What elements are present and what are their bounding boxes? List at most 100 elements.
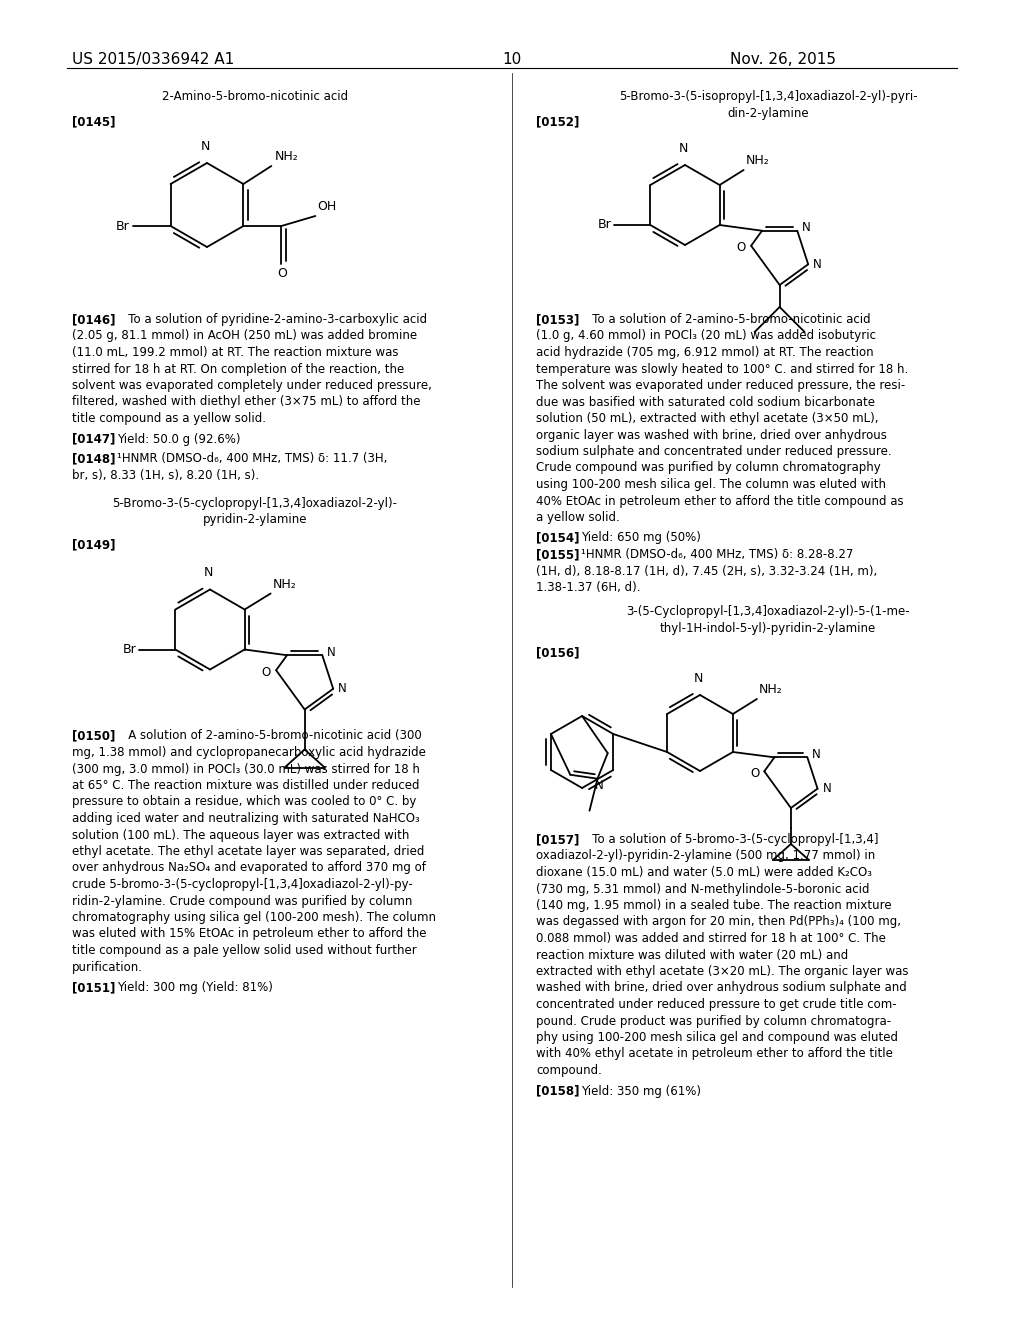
Text: adding iced water and neutralizing with saturated NaHCO₃: adding iced water and neutralizing with … (72, 812, 420, 825)
Text: Yield: 350 mg (61%): Yield: 350 mg (61%) (581, 1085, 701, 1097)
Text: washed with brine, dried over anhydrous sodium sulphate and: washed with brine, dried over anhydrous … (536, 982, 906, 994)
Text: over anhydrous Na₂SO₄ and evaporated to afford 370 mg of: over anhydrous Na₂SO₄ and evaporated to … (72, 862, 426, 874)
Text: pound. Crude product was purified by column chromatogra-: pound. Crude product was purified by col… (536, 1015, 891, 1027)
Text: (2.05 g, 81.1 mmol) in AcOH (250 mL) was added bromine: (2.05 g, 81.1 mmol) in AcOH (250 mL) was… (72, 330, 417, 342)
Text: oxadiazol-2-yl)-pyridin-2-ylamine (500 mg, 1.77 mmol) in: oxadiazol-2-yl)-pyridin-2-ylamine (500 m… (536, 850, 876, 862)
Text: ridin-2-ylamine. Crude compound was purified by column: ridin-2-ylamine. Crude compound was puri… (72, 895, 413, 908)
Text: (140 mg, 1.95 mmol) in a sealed tube. The reaction mixture: (140 mg, 1.95 mmol) in a sealed tube. Th… (536, 899, 892, 912)
Text: [0158]: [0158] (536, 1085, 580, 1097)
Text: was degassed with argon for 20 min, then Pd(PPh₃)₄ (100 mg,: was degassed with argon for 20 min, then… (536, 916, 901, 928)
Text: at 65° C. The reaction mixture was distilled under reduced: at 65° C. The reaction mixture was disti… (72, 779, 420, 792)
Text: 5-Bromo-3-(5-isopropyl-[1,3,4]oxadiazol-2-yl)-pyri-: 5-Bromo-3-(5-isopropyl-[1,3,4]oxadiazol-… (618, 90, 918, 103)
Text: [0152]: [0152] (536, 115, 580, 128)
Text: NH₂: NH₂ (759, 682, 782, 696)
Text: 40% EtOAc in petroleum ether to afford the title compound as: 40% EtOAc in petroleum ether to afford t… (536, 495, 903, 507)
Text: concentrated under reduced pressure to get crude title com-: concentrated under reduced pressure to g… (536, 998, 897, 1011)
Text: Yield: 50.0 g (92.6%): Yield: 50.0 g (92.6%) (117, 433, 241, 446)
Text: sodium sulphate and concentrated under reduced pressure.: sodium sulphate and concentrated under r… (536, 445, 892, 458)
Text: N: N (693, 672, 702, 685)
Text: [0148]: [0148] (72, 451, 116, 465)
Text: Yield: 300 mg (Yield: 81%): Yield: 300 mg (Yield: 81%) (117, 981, 272, 994)
Text: N: N (201, 140, 210, 153)
Text: [0153]: [0153] (536, 313, 580, 326)
Text: To a solution of pyridine-2-amino-3-carboxylic acid: To a solution of pyridine-2-amino-3-carb… (117, 313, 427, 326)
Text: NH₂: NH₂ (272, 578, 296, 590)
Text: pyridin-2-ylamine: pyridin-2-ylamine (203, 513, 307, 527)
Text: (1.0 g, 4.60 mmol) in POCl₃ (20 mL) was added isobutyric: (1.0 g, 4.60 mmol) in POCl₃ (20 mL) was … (536, 330, 876, 342)
Text: phy using 100-200 mesh silica gel and compound was eluted: phy using 100-200 mesh silica gel and co… (536, 1031, 898, 1044)
Text: To a solution of 2-amino-5-bromo-nicotinic acid: To a solution of 2-amino-5-bromo-nicotin… (581, 313, 870, 326)
Text: ¹HNMR (DMSO-d₆, 400 MHz, TMS) δ: 11.7 (3H,: ¹HNMR (DMSO-d₆, 400 MHz, TMS) δ: 11.7 (3… (117, 451, 387, 465)
Text: N: N (338, 682, 347, 696)
Text: [0149]: [0149] (72, 539, 116, 550)
Text: (730 mg, 5.31 mmol) and N-methylindole-5-boronic acid: (730 mg, 5.31 mmol) and N-methylindole-5… (536, 883, 869, 895)
Text: was eluted with 15% EtOAc in petroleum ether to afford the: was eluted with 15% EtOAc in petroleum e… (72, 928, 427, 940)
Text: stirred for 18 h at RT. On completion of the reaction, the: stirred for 18 h at RT. On completion of… (72, 363, 404, 375)
Text: 1.38-1.37 (6H, d).: 1.38-1.37 (6H, d). (536, 581, 640, 594)
Text: O: O (278, 267, 288, 280)
Text: O: O (737, 242, 746, 255)
Text: dioxane (15.0 mL) and water (5.0 mL) were added K₂CO₃: dioxane (15.0 mL) and water (5.0 mL) wer… (536, 866, 872, 879)
Text: 2-Amino-5-bromo-nicotinic acid: 2-Amino-5-bromo-nicotinic acid (162, 90, 348, 103)
Text: solution (100 mL). The aqueous layer was extracted with: solution (100 mL). The aqueous layer was… (72, 829, 410, 842)
Text: [0146]: [0146] (72, 313, 116, 326)
Text: (11.0 mL, 199.2 mmol) at RT. The reaction mixture was: (11.0 mL, 199.2 mmol) at RT. The reactio… (72, 346, 398, 359)
Text: N: N (595, 779, 604, 792)
Text: mg, 1.38 mmol) and cyclopropanecarboxylic acid hydrazide: mg, 1.38 mmol) and cyclopropanecarboxyli… (72, 746, 426, 759)
Text: O: O (750, 767, 759, 780)
Text: [0155]: [0155] (536, 548, 580, 561)
Text: NH₂: NH₂ (745, 154, 769, 168)
Text: N: N (813, 257, 822, 271)
Text: temperature was slowly heated to 100° C. and stirred for 18 h.: temperature was slowly heated to 100° C.… (536, 363, 908, 375)
Text: ethyl acetate. The ethyl acetate layer was separated, dried: ethyl acetate. The ethyl acetate layer w… (72, 845, 424, 858)
Text: NH₂: NH₂ (274, 150, 298, 162)
Text: Br: Br (123, 643, 136, 656)
Text: chromatography using silica gel (100-200 mesh). The column: chromatography using silica gel (100-200… (72, 911, 436, 924)
Text: purification.: purification. (72, 961, 143, 974)
Text: with 40% ethyl acetate in petroleum ether to afford the title: with 40% ethyl acetate in petroleum ethe… (536, 1048, 893, 1060)
Text: 0.088 mmol) was added and stirred for 18 h at 100° C. The: 0.088 mmol) was added and stirred for 18… (536, 932, 886, 945)
Text: [0145]: [0145] (72, 115, 116, 128)
Text: reaction mixture was diluted with water (20 mL) and: reaction mixture was diluted with water … (536, 949, 848, 961)
Text: thyl-1H-indol-5-yl)-pyridin-2-ylamine: thyl-1H-indol-5-yl)-pyridin-2-ylamine (659, 622, 877, 635)
Text: filtered, washed with diethyl ether (3×75 mL) to afford the: filtered, washed with diethyl ether (3×7… (72, 396, 421, 408)
Text: Yield: 650 mg (50%): Yield: 650 mg (50%) (581, 532, 700, 544)
Text: 3-(5-Cyclopropyl-[1,3,4]oxadiazol-2-yl)-5-(1-me-: 3-(5-Cyclopropyl-[1,3,4]oxadiazol-2-yl)-… (627, 606, 909, 619)
Text: Br: Br (116, 219, 130, 232)
Text: To a solution of 5-bromo-3-(5-cyclopropyl-[1,3,4]: To a solution of 5-bromo-3-(5-cyclopropy… (581, 833, 879, 846)
Text: crude 5-bromo-3-(5-cyclopropyl-[1,3,4]oxadiazol-2-yl)-py-: crude 5-bromo-3-(5-cyclopropyl-[1,3,4]ox… (72, 878, 413, 891)
Text: Crude compound was purified by column chromatography: Crude compound was purified by column ch… (536, 462, 881, 474)
Text: N: N (812, 748, 821, 760)
Text: due was basified with saturated cold sodium bicarbonate: due was basified with saturated cold sod… (536, 396, 874, 408)
Text: organic layer was washed with brine, dried over anhydrous: organic layer was washed with brine, dri… (536, 429, 887, 441)
Text: 10: 10 (503, 51, 521, 67)
Text: US 2015/0336942 A1: US 2015/0336942 A1 (72, 51, 234, 67)
Text: 5-Bromo-3-(5-cyclopropyl-[1,3,4]oxadiazol-2-yl)-: 5-Bromo-3-(5-cyclopropyl-[1,3,4]oxadiazo… (113, 498, 397, 510)
Text: [0157]: [0157] (536, 833, 580, 846)
Text: The solvent was evaporated under reduced pressure, the resi-: The solvent was evaporated under reduced… (536, 379, 905, 392)
Text: ¹HNMR (DMSO-d₆, 400 MHz, TMS) δ: 8.28-8.27: ¹HNMR (DMSO-d₆, 400 MHz, TMS) δ: 8.28-8.… (581, 548, 853, 561)
Text: A solution of 2-amino-5-bromo-nicotinic acid (300: A solution of 2-amino-5-bromo-nicotinic … (117, 730, 422, 742)
Text: [0147]: [0147] (72, 433, 116, 446)
Text: N: N (822, 783, 831, 795)
Text: N: N (678, 143, 688, 154)
Text: [0151]: [0151] (72, 981, 116, 994)
Text: title compound as a yellow solid.: title compound as a yellow solid. (72, 412, 266, 425)
Text: extracted with ethyl acetate (3×20 mL). The organic layer was: extracted with ethyl acetate (3×20 mL). … (536, 965, 908, 978)
Text: Br: Br (598, 219, 611, 231)
Text: OH: OH (317, 201, 337, 213)
Text: Nov. 26, 2015: Nov. 26, 2015 (730, 51, 836, 67)
Text: acid hydrazide (705 mg, 6.912 mmol) at RT. The reaction: acid hydrazide (705 mg, 6.912 mmol) at R… (536, 346, 873, 359)
Text: N: N (328, 645, 336, 659)
Text: br, s), 8.33 (1H, s), 8.20 (1H, s).: br, s), 8.33 (1H, s), 8.20 (1H, s). (72, 469, 259, 482)
Text: (300 mg, 3.0 mmol) in POCl₃ (30.0 mL) was stirred for 18 h: (300 mg, 3.0 mmol) in POCl₃ (30.0 mL) wa… (72, 763, 420, 776)
Text: solution (50 mL), extracted with ethyl acetate (3×50 mL),: solution (50 mL), extracted with ethyl a… (536, 412, 879, 425)
Text: N: N (204, 566, 213, 579)
Text: using 100-200 mesh silica gel. The column was eluted with: using 100-200 mesh silica gel. The colum… (536, 478, 886, 491)
Text: title compound as a pale yellow solid used without further: title compound as a pale yellow solid us… (72, 944, 417, 957)
Text: pressure to obtain a residue, which was cooled to 0° C. by: pressure to obtain a residue, which was … (72, 796, 417, 808)
Text: solvent was evaporated completely under reduced pressure,: solvent was evaporated completely under … (72, 379, 432, 392)
Text: a yellow solid.: a yellow solid. (536, 511, 620, 524)
Text: [0150]: [0150] (72, 730, 116, 742)
Text: O: O (262, 665, 271, 678)
